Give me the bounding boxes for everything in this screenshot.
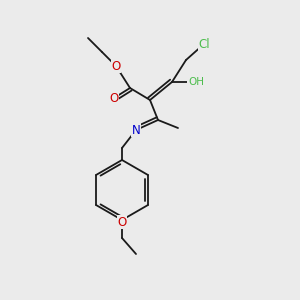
Text: O: O <box>110 92 118 104</box>
Text: OH: OH <box>188 77 204 87</box>
Text: Cl: Cl <box>198 38 210 50</box>
Text: N: N <box>132 124 140 136</box>
Text: O: O <box>117 215 127 229</box>
Text: O: O <box>111 59 121 73</box>
